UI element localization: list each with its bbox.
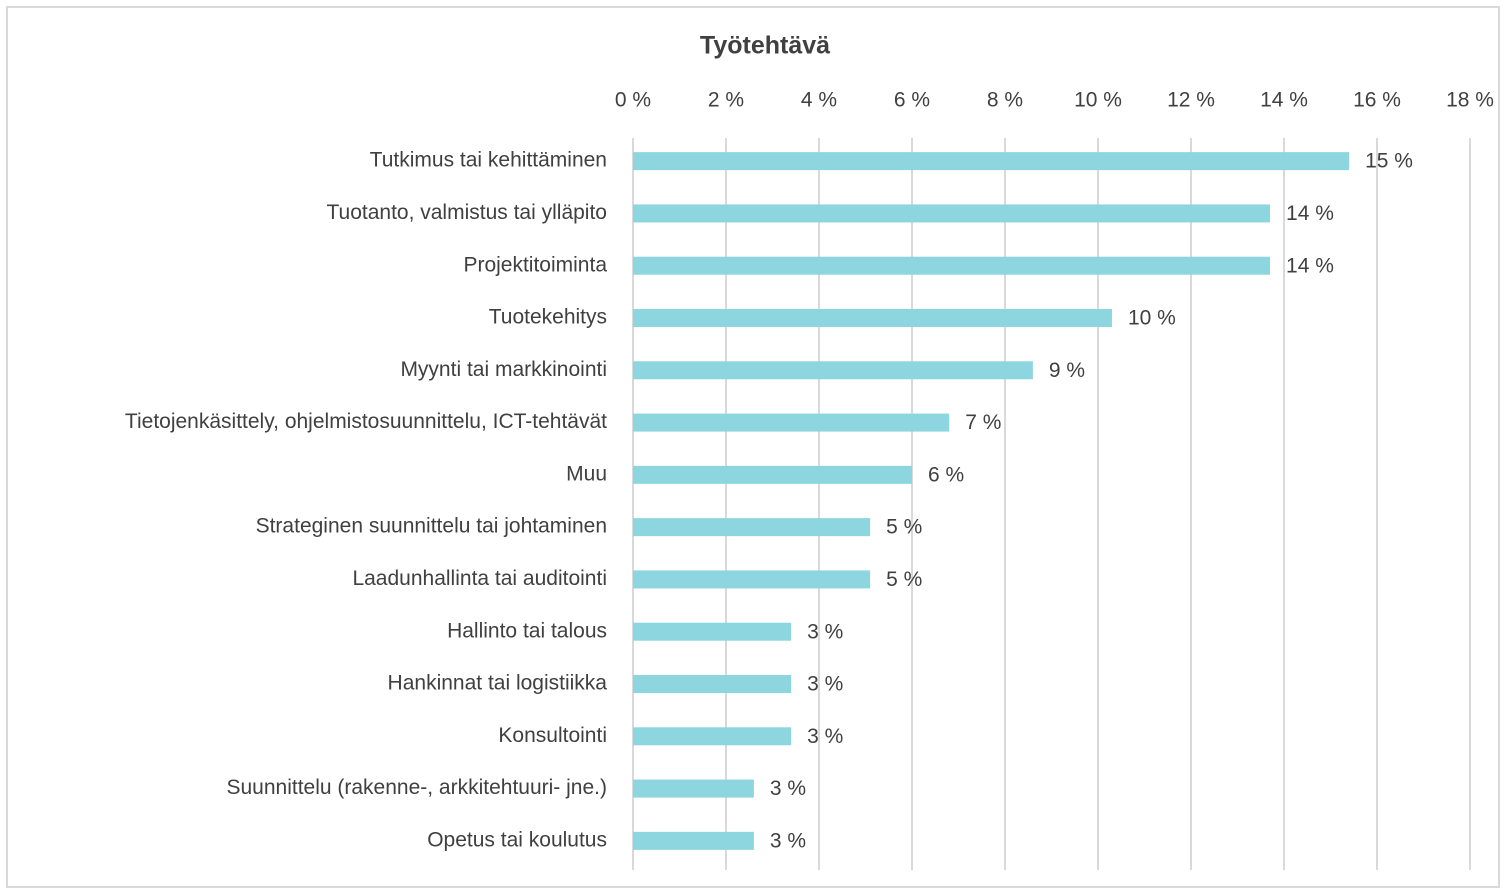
x-tick-label: 0 %	[615, 89, 651, 112]
chart-title: Työtehtävä	[700, 32, 830, 60]
y-tick-label: Hallinto tai talous	[447, 619, 607, 642]
x-tick-label: 2 %	[708, 89, 744, 112]
data-label: 5 %	[886, 516, 922, 539]
y-tick-label: Laadunhallinta tai auditointi	[352, 567, 607, 590]
bar	[633, 361, 1033, 380]
x-tick-label: 4 %	[801, 89, 837, 112]
y-tick-label: Suunnittelu (rakenne-, arkkitehtuuri- jn…	[226, 776, 607, 799]
y-tick-label: Strateginen suunnittelu tai johtaminen	[256, 515, 607, 538]
data-label: 9 %	[1049, 359, 1085, 382]
y-tick-label: Tietojenkäsittely, ohjelmistosuunnittelu…	[125, 410, 607, 433]
bar	[633, 727, 792, 746]
data-label: 3 %	[807, 725, 843, 748]
y-tick-label: Tuotekehitys	[489, 306, 607, 329]
data-label: 3 %	[807, 620, 843, 643]
y-tick-label: Opetus tai koulutus	[427, 828, 607, 851]
y-tick-label: Projektitoiminta	[463, 253, 607, 276]
bar	[633, 675, 792, 693]
data-label: 15 %	[1365, 150, 1413, 173]
x-tick-label: 18 %	[1446, 89, 1494, 112]
y-tick-label: Konsultointi	[498, 724, 607, 747]
x-tick-label: 8 %	[987, 89, 1023, 112]
bar	[633, 570, 871, 589]
data-label: 3 %	[807, 673, 843, 696]
bar	[633, 256, 1271, 275]
x-tick-label: 16 %	[1353, 89, 1401, 112]
bar	[633, 204, 1271, 223]
bar	[633, 309, 1112, 327]
y-tick-label: Tuotanto, valmistus tai ylläpito	[326, 201, 607, 224]
data-label: 6 %	[928, 463, 964, 486]
x-tick-label: 14 %	[1260, 89, 1308, 112]
y-tick-label: Tutkimus tai kehittäminen	[370, 149, 607, 172]
x-tick-label: 12 %	[1167, 89, 1215, 112]
x-tick-label: 6 %	[894, 89, 930, 112]
data-label: 10 %	[1128, 307, 1176, 330]
data-label: 3 %	[770, 829, 806, 852]
bar	[633, 465, 912, 484]
data-label: 7 %	[965, 411, 1001, 434]
bar	[633, 779, 754, 798]
data-label: 14 %	[1286, 254, 1334, 277]
data-label: 3 %	[770, 777, 806, 800]
bar	[633, 152, 1350, 171]
bar	[633, 518, 871, 537]
x-tick-label: 10 %	[1074, 89, 1122, 112]
y-tick-label: Myynti tai markkinointi	[400, 358, 607, 381]
data-label: 14 %	[1286, 202, 1334, 225]
y-tick-label: Muu	[566, 462, 607, 485]
bar	[633, 831, 754, 850]
y-tick-label: Hankinnat tai logistiikka	[388, 672, 608, 695]
data-label: 5 %	[886, 568, 922, 591]
chart-border	[6, 6, 1500, 888]
bar	[633, 622, 792, 641]
bar	[633, 413, 950, 432]
